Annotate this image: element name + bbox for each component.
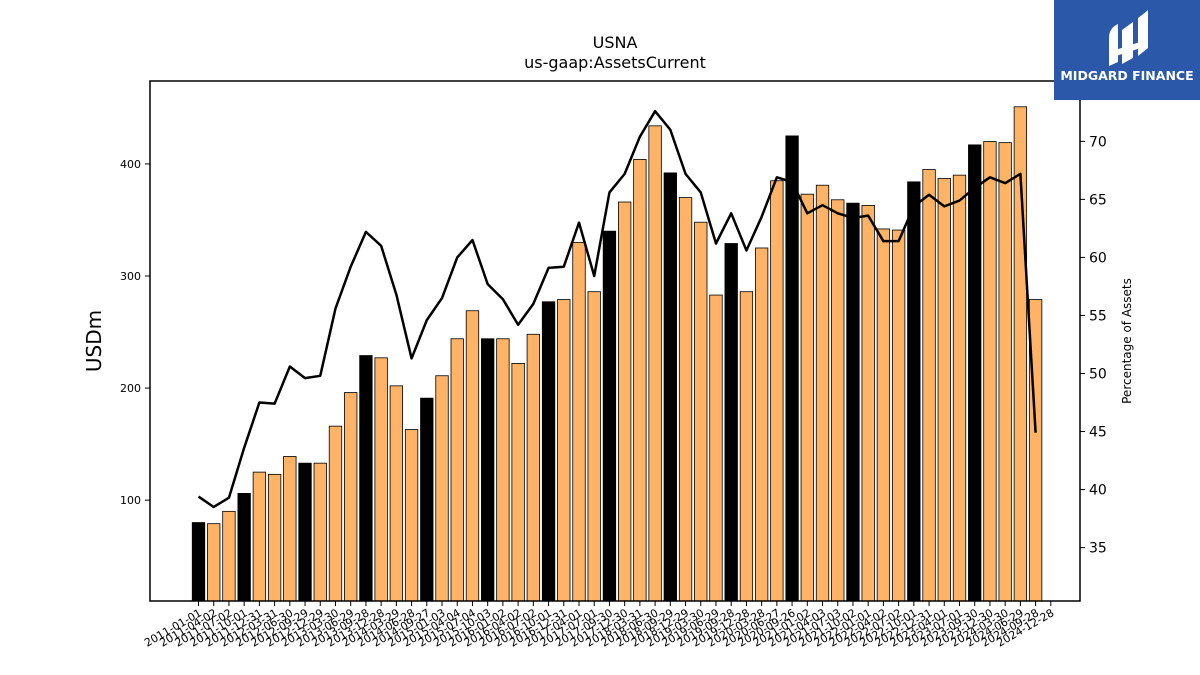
y-tick-label: 200	[120, 382, 141, 395]
y2-tick-label: 65	[1089, 192, 1107, 208]
bar-2016-10-01	[541, 301, 556, 602]
bar-2018-03-31	[633, 159, 647, 602]
bar-2021-01-02	[800, 193, 814, 602]
bar-2023-09-30	[968, 144, 982, 602]
bar-2016-07-02	[526, 333, 540, 602]
bar-2011-04-02	[207, 523, 221, 602]
bar-2012-12-29	[313, 462, 327, 602]
line-group	[197, 109, 1037, 509]
bar-2014-06-28	[404, 429, 419, 602]
y-axis-label: USDm	[82, 310, 106, 372]
bar-2011-01-01	[191, 522, 206, 602]
y-tick-label: 100	[120, 494, 141, 507]
bar-2023-04-01	[937, 178, 951, 602]
y2-tick-label: 40	[1089, 483, 1107, 499]
bar-2019-03-30	[694, 221, 708, 602]
y2-tick-label: 50	[1089, 367, 1107, 383]
y2-tick-label: 60	[1089, 250, 1107, 266]
bar-2018-06-30	[648, 125, 662, 602]
bar-2019-09-28	[724, 243, 738, 602]
y2-tick-label: 55	[1089, 308, 1107, 324]
y2-axis-label: Percentage of Assets	[1120, 278, 1134, 404]
percentage-line	[197, 109, 1037, 509]
bar-2014-09-27	[420, 397, 434, 602]
bar-2016-01-02	[496, 338, 510, 602]
logo-mark-icon	[1109, 10, 1148, 66]
y-tick-label: 400	[120, 158, 141, 171]
bar-2012-06-30	[283, 456, 297, 602]
bar-2013-09-28	[359, 355, 373, 602]
bar-2018-12-29	[678, 197, 693, 602]
bar-2011-07-02	[222, 510, 236, 602]
plot-frame	[149, 80, 1081, 602]
bar-2011-12-31	[252, 471, 267, 602]
bar-2023-12-30	[983, 141, 997, 602]
bar-2017-04-01	[572, 241, 586, 602]
logo-text: MIDGARD FINANCE	[1060, 68, 1193, 83]
bar-2016-04-02	[511, 363, 525, 602]
bar-2020-03-28	[754, 247, 769, 602]
x-axis: 2011-01-012011-04-022011-07-022011-10-01…	[142, 601, 1056, 650]
bar-2021-07-03	[831, 199, 845, 602]
bar-2022-12-31	[922, 169, 936, 602]
bar-2021-10-02	[846, 202, 860, 602]
y2-tick-label: 70	[1089, 134, 1107, 150]
bar-2023-07-01	[952, 174, 967, 602]
bar-2015-07-04	[465, 310, 480, 602]
bar-2015-10-03	[481, 338, 495, 602]
bar-2017-09-30	[602, 230, 617, 602]
chart-subtitle: us-gaap:AssetsCurrent	[524, 53, 706, 72]
bar-2012-09-29	[298, 462, 312, 602]
bar-2013-03-30	[328, 425, 343, 602]
bar-2019-06-29	[709, 294, 723, 602]
bar-2016-12-31	[557, 299, 571, 602]
logo: MIDGARD FINANCE	[1054, 0, 1200, 100]
bar-2020-09-26	[785, 135, 799, 602]
y-tick-label: 300	[120, 270, 141, 283]
bar-2011-10-01	[237, 493, 251, 602]
bar-2021-04-03	[815, 184, 830, 602]
bar-2022-07-02	[891, 229, 906, 602]
y-axis-right: 35 40 45 50 55 60 65 70	[1080, 134, 1107, 557]
chart-title: USNA	[593, 33, 638, 52]
bar-2017-12-30	[618, 201, 632, 602]
bars-group	[191, 106, 1043, 602]
bar-2022-04-02	[876, 228, 891, 602]
bar-2020-06-27	[770, 180, 784, 602]
bar-2012-03-31	[267, 473, 282, 602]
y2-tick-label: 45	[1089, 425, 1107, 441]
bar-2015-04-04	[450, 338, 464, 602]
y2-tick-label: 35	[1089, 541, 1107, 557]
bar-2022-10-01	[907, 181, 921, 602]
bar-2013-06-29	[344, 392, 358, 602]
bar-2017-07-01	[587, 291, 601, 602]
bar-2015-01-03	[435, 375, 449, 602]
y-axis-left: 100 200 300 400	[120, 158, 150, 507]
bar-2014-03-29	[389, 385, 404, 602]
bar-2019-12-28	[739, 291, 754, 602]
bar-2022-01-01	[861, 204, 875, 602]
bar-2018-09-29	[663, 172, 677, 602]
bar-2024-03-30	[998, 142, 1012, 602]
bar-2013-12-28	[374, 357, 388, 602]
